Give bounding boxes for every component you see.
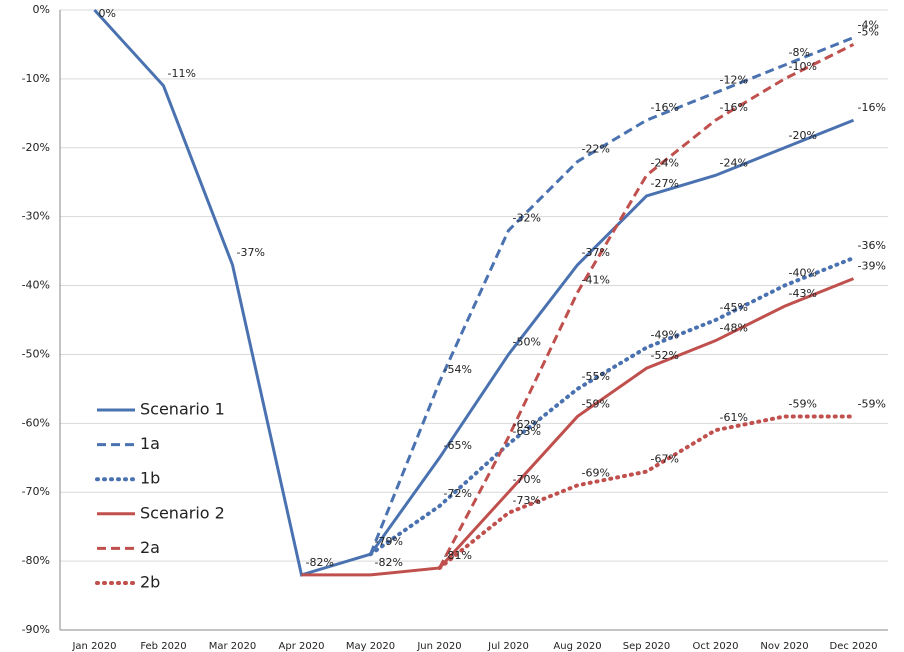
value-label: -43% [789,287,817,300]
value-label: -20% [789,129,817,142]
legend-label: Scenario 1 [140,400,225,419]
y-tick-label: -20% [22,141,50,154]
value-label: 0% [99,7,116,20]
value-label: -4% [858,19,879,32]
y-tick-label: -30% [22,210,50,223]
x-tick-label: Feb 2020 [140,641,186,652]
value-label: -40% [789,267,817,280]
value-label: -45% [720,301,748,314]
value-label: -22% [582,143,610,156]
x-tick-label: Nov 2020 [760,641,808,652]
series-line [437,414,856,570]
legend-label: Scenario 2 [140,503,225,522]
value-label: -69% [582,466,610,479]
value-label: -72% [444,487,472,500]
series-line [369,36,855,555]
x-tick-label: Jul 2020 [487,641,529,652]
x-tick-label: Apr 2020 [279,641,325,652]
legend-label: 2a [140,538,160,557]
value-label: -52% [651,349,679,362]
x-tick-label: Jun 2020 [416,641,461,652]
value-label: -16% [858,101,886,114]
y-tick-label: -50% [22,347,50,360]
legend-label: 2b [140,573,160,592]
value-label: -73% [513,494,541,507]
legend-label: 1a [140,434,160,453]
value-label: -55% [582,370,610,383]
value-label: -37% [237,246,265,259]
value-label: -8% [789,46,810,59]
value-label: -11% [168,67,196,80]
value-label: -10% [789,60,817,73]
series-line [438,43,855,569]
x-tick-label: Oct 2020 [693,641,739,652]
y-tick-label: 0% [33,3,50,16]
value-label: -70% [513,473,541,486]
x-tick-label: Mar 2020 [209,641,257,652]
value-label: -16% [720,101,748,114]
value-label: -63% [513,425,541,438]
y-tick-label: -10% [22,72,50,85]
value-label: -59% [858,397,886,410]
value-label: -61% [720,411,748,424]
value-label: -32% [513,211,541,224]
value-label: -82% [306,556,334,569]
value-label: -27% [651,177,679,190]
value-label: -41% [582,273,610,286]
y-tick-label: -90% [22,623,50,636]
value-label: -36% [858,239,886,252]
x-tick-label: Dec 2020 [830,641,878,652]
value-label: -59% [582,397,610,410]
value-label: -79% [375,535,403,548]
x-tick-label: May 2020 [346,641,395,652]
value-label: -12% [720,74,748,87]
series-line [368,256,856,557]
value-label: -16% [651,101,679,114]
value-label: -5% [858,25,879,38]
value-label: -50% [513,335,541,348]
value-label: -59% [789,397,817,410]
value-label: -81% [444,549,472,562]
value-label: -49% [651,329,679,342]
y-tick-label: -40% [22,279,50,292]
value-label: -62% [513,418,541,431]
value-label: -48% [720,322,748,335]
series-line [93,8,855,577]
value-label: -37% [582,246,610,259]
value-label: -39% [858,260,886,273]
x-tick-label: Jan 2020 [71,641,116,652]
value-label: -65% [444,439,472,452]
value-label: -24% [720,156,748,169]
value-label: -24% [651,156,679,169]
y-tick-label: -80% [22,554,50,567]
series-line [301,277,855,577]
value-label: -82% [375,556,403,569]
value-label: -54% [444,363,472,376]
y-tick-label: -60% [22,416,50,429]
x-tick-label: Aug 2020 [553,641,601,652]
x-tick-label: Sep 2020 [623,641,670,652]
legend-label: 1b [140,469,160,488]
y-tick-label: -70% [22,485,50,498]
value-label: -67% [651,453,679,466]
